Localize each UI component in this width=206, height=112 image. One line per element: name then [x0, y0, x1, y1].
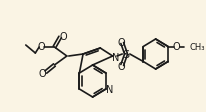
- Text: O: O: [37, 42, 45, 52]
- Text: N: N: [112, 53, 119, 62]
- Text: S: S: [123, 50, 130, 59]
- Text: O: O: [60, 32, 67, 42]
- Text: CH₃: CH₃: [189, 43, 205, 52]
- Text: O: O: [117, 61, 125, 71]
- Text: O: O: [117, 38, 125, 48]
- Text: O: O: [39, 68, 46, 78]
- Text: N: N: [105, 85, 113, 95]
- Text: O: O: [173, 42, 180, 52]
